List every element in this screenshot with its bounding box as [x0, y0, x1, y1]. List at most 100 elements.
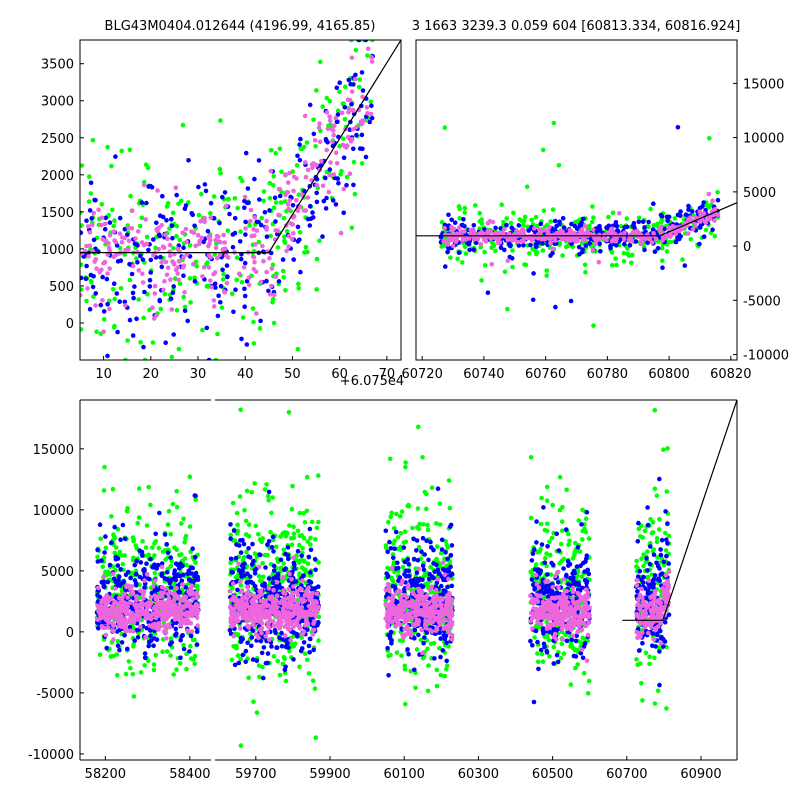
full-point: [269, 510, 274, 516]
recent-point: [446, 246, 451, 251]
zoom-x-tick: 30: [190, 367, 207, 382]
recent-point: [651, 222, 657, 228]
full-point: [233, 574, 239, 580]
full-point: [194, 615, 200, 620]
full-point: [172, 602, 177, 608]
zoom-point: [301, 144, 307, 150]
zoom-point: [118, 286, 124, 291]
recent-point: [561, 225, 567, 230]
zoom-point: [105, 144, 110, 150]
recent-point: [505, 237, 511, 243]
zoom-point: [225, 274, 230, 279]
full-point: [557, 474, 563, 480]
full-point: [561, 651, 567, 656]
full-point: [388, 514, 394, 520]
recent-point: [529, 238, 535, 243]
full-point: [645, 574, 651, 580]
zoom-point: [312, 138, 318, 143]
full-point: [394, 511, 399, 517]
full-point: [286, 556, 291, 562]
recent-point: [461, 217, 466, 222]
zoom-point: [271, 320, 277, 326]
zoom-point: [359, 132, 365, 138]
full-point: [173, 561, 179, 566]
zoom-point: [350, 127, 356, 132]
full-point: [445, 545, 451, 550]
zoom-point: [298, 136, 303, 142]
recent-point: [529, 217, 534, 223]
recent-point: [715, 189, 720, 195]
full-point: [132, 578, 138, 583]
recent-point: [653, 236, 659, 241]
full-point: [123, 624, 129, 630]
zoom-point: [151, 237, 156, 242]
recent-point: [493, 248, 498, 254]
full-point: [154, 607, 160, 612]
zoom-point: [291, 188, 296, 194]
zoom-point: [359, 70, 365, 75]
zoom-x-offset-label: +6.075e4: [340, 374, 404, 389]
full-point: [444, 658, 450, 664]
full-point: [422, 489, 428, 495]
zoom-point: [90, 137, 96, 143]
full-point: [163, 624, 168, 630]
full-point: [101, 555, 107, 560]
zoom-point: [273, 219, 278, 224]
zoom-point: [302, 160, 308, 165]
recent-point: [538, 221, 544, 227]
zoom-point: [277, 146, 283, 152]
full-point: [313, 735, 319, 740]
full-point: [280, 531, 286, 536]
full-point: [439, 547, 445, 552]
recent-point: [499, 202, 505, 207]
full-point: [172, 581, 177, 586]
zoom-point: [217, 220, 222, 226]
full-point: [647, 661, 652, 667]
full-point: [144, 561, 149, 566]
zoom-point: [83, 276, 89, 282]
full-point: [235, 653, 241, 658]
zoom-point: [327, 167, 333, 172]
full-point: [287, 523, 292, 528]
recent-point: [514, 228, 519, 234]
recent-point: [492, 234, 498, 239]
full-point: [433, 521, 439, 526]
full-point: [259, 539, 265, 545]
zoom-point: [287, 170, 292, 176]
full-point: [122, 633, 127, 638]
full-point: [98, 536, 103, 542]
recent-point: [582, 262, 588, 268]
full-point: [561, 556, 567, 562]
full-point: [292, 641, 298, 646]
zoom-point: [301, 208, 307, 213]
full-point: [258, 638, 264, 644]
full-point: [652, 486, 658, 492]
zoom-point: [273, 274, 279, 280]
full-point: [528, 515, 534, 521]
zoom-point: [321, 198, 327, 204]
full-point: [164, 636, 169, 641]
recent-point: [482, 263, 488, 268]
full-point: [115, 643, 121, 648]
zoom-point: [297, 157, 303, 163]
zoom-point: [273, 200, 279, 205]
full-point: [123, 671, 129, 677]
zoom-point: [80, 223, 84, 228]
zoom-point: [122, 226, 128, 232]
recent-point: [678, 209, 683, 214]
zoom-point: [307, 223, 313, 228]
zoom-point: [267, 292, 273, 297]
full-point: [663, 530, 668, 536]
zoom-point: [344, 174, 350, 180]
zoom-point: [314, 182, 320, 188]
zoom-point: [139, 215, 145, 221]
full-point: [657, 517, 662, 522]
full-point: [102, 550, 107, 555]
full-point: [253, 523, 259, 529]
full-point: [291, 630, 297, 635]
recent-point: [683, 212, 689, 217]
full-point: [174, 585, 179, 591]
recent-point: [614, 243, 619, 248]
full-point: [129, 584, 135, 589]
zoom-point: [268, 233, 273, 239]
